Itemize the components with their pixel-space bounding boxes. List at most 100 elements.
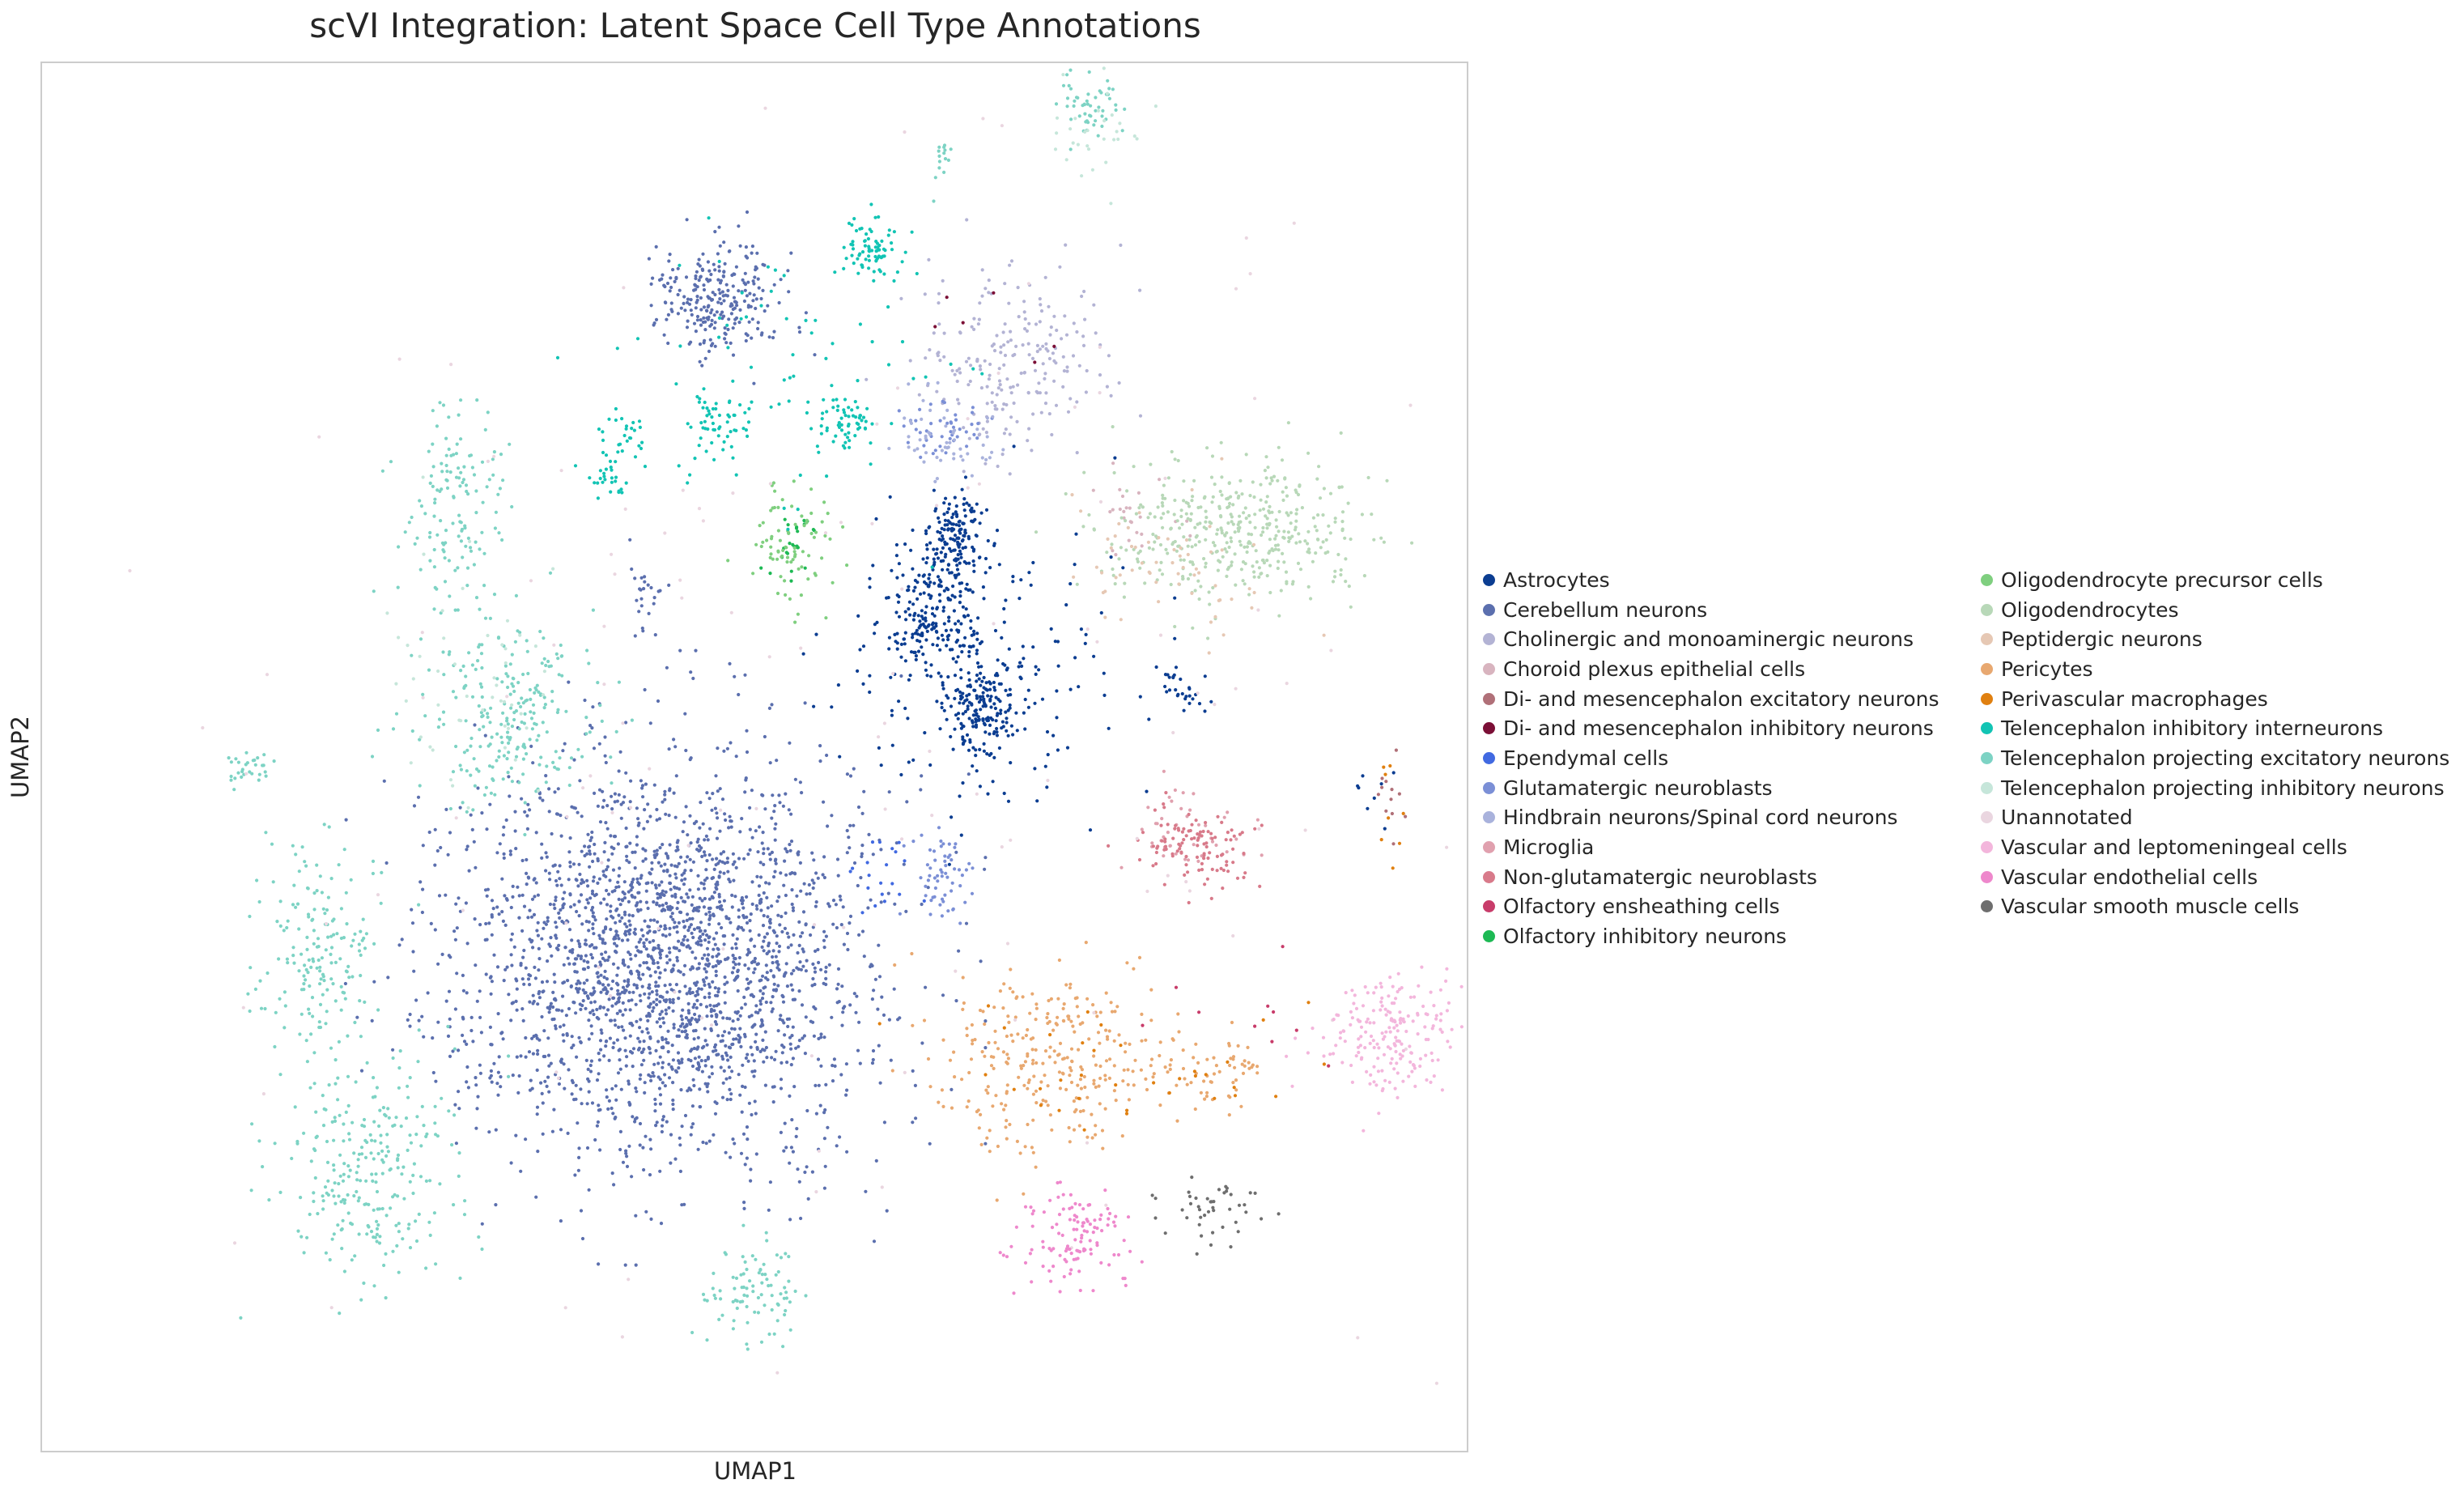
scatter-point — [712, 937, 716, 941]
scatter-point — [569, 984, 573, 988]
scatter-point — [868, 585, 872, 589]
scatter-point — [1068, 986, 1072, 990]
scatter-point — [834, 903, 838, 907]
scatter-point — [639, 576, 644, 580]
scatter-point — [684, 748, 688, 753]
scatter-point — [924, 451, 928, 455]
scatter-point — [946, 445, 950, 449]
scatter-point — [522, 904, 527, 908]
scatter-point — [716, 300, 720, 304]
scatter-point — [650, 990, 654, 994]
scatter-point — [796, 529, 800, 534]
scatter-point — [1214, 843, 1218, 848]
scatter-point — [556, 869, 560, 874]
scatter-point — [559, 908, 563, 912]
scatter-point — [645, 1027, 649, 1031]
scatter-point — [1003, 663, 1007, 667]
scatter-point — [531, 1001, 535, 1005]
scatter-point — [1175, 694, 1179, 698]
scatter-point — [663, 284, 667, 289]
scatter-point — [1262, 561, 1266, 565]
scatter-point — [949, 1106, 954, 1110]
scatter-point — [615, 799, 620, 803]
scatter-point — [1314, 551, 1318, 555]
scatter-point — [1074, 1107, 1078, 1112]
scatter-point — [986, 792, 990, 796]
scatter-point — [1141, 505, 1145, 509]
scatter-point — [440, 952, 444, 956]
scatter-point — [944, 451, 948, 455]
scatter-point — [657, 883, 661, 887]
scatter-point — [656, 966, 661, 970]
scatter-point — [652, 602, 656, 606]
scatter-point — [907, 600, 911, 604]
scatter-point — [671, 1009, 675, 1013]
scatter-point — [569, 905, 573, 909]
scatter-point — [919, 623, 924, 627]
scatter-point — [810, 984, 814, 988]
scatter-point — [642, 961, 646, 965]
scatter-point — [594, 946, 598, 950]
scatter-point — [1173, 624, 1177, 629]
scatter-point — [648, 721, 652, 725]
scatter-point — [1209, 1080, 1213, 1084]
scatter-point — [591, 879, 596, 883]
scatter-point — [661, 1061, 665, 1065]
scatter-point — [1215, 854, 1219, 858]
scatter-point — [1030, 449, 1034, 453]
scatter-point — [725, 980, 729, 984]
scatter-point — [605, 868, 609, 872]
scatter-point — [1146, 806, 1150, 810]
scatter-point — [1055, 716, 1059, 720]
scatter-point — [1009, 329, 1013, 334]
scatter-point — [703, 896, 707, 901]
scatter-point — [1182, 838, 1186, 842]
scatter-point — [612, 1183, 616, 1187]
scatter-point — [531, 1052, 536, 1056]
scatter-point — [700, 854, 704, 859]
scatter-point — [1098, 1064, 1102, 1069]
scatter-point — [538, 796, 542, 800]
scatter-point — [975, 637, 979, 641]
scatter-point — [750, 835, 754, 840]
scatter-point — [542, 1054, 546, 1059]
scatter-point — [715, 1013, 719, 1017]
scatter-point — [475, 999, 479, 1003]
scatter-point — [457, 1090, 461, 1094]
scatter-point — [1167, 1090, 1171, 1095]
scatter-point — [918, 438, 922, 442]
scatter-point — [1220, 457, 1224, 461]
scatter-point — [587, 929, 591, 933]
scatter-point — [1167, 795, 1171, 799]
scatter-point — [590, 889, 595, 893]
scatter-point — [1008, 687, 1012, 691]
scatter-point — [1175, 549, 1179, 553]
scatter-point — [728, 249, 732, 253]
scatter-point — [570, 1046, 574, 1050]
scatter-point — [655, 997, 659, 1001]
scatter-point — [1372, 796, 1376, 801]
scatter-point — [721, 1057, 725, 1061]
scatter-point — [894, 554, 899, 558]
scatter-point — [579, 1039, 583, 1044]
scatter-point — [910, 951, 914, 956]
scatter-point — [636, 817, 640, 821]
scatter-point — [1048, 1113, 1052, 1117]
scatter-point — [743, 963, 747, 967]
scatter-point — [638, 1143, 642, 1147]
scatter-point — [636, 1036, 640, 1040]
scatter-point — [1135, 557, 1140, 561]
scatter-point — [928, 848, 932, 852]
scatter-point — [632, 931, 636, 935]
scatter-point — [957, 572, 961, 576]
series-microglia — [1119, 769, 1264, 869]
scatter-point — [1157, 536, 1161, 540]
scatter-point — [590, 956, 595, 960]
scatter-point — [618, 903, 622, 907]
scatter-point — [473, 917, 477, 921]
scatter-point — [1249, 533, 1254, 537]
scatter-point — [902, 844, 906, 848]
scatter-point — [1122, 509, 1126, 514]
scatter-point — [979, 511, 983, 515]
scatter-point — [795, 894, 799, 898]
